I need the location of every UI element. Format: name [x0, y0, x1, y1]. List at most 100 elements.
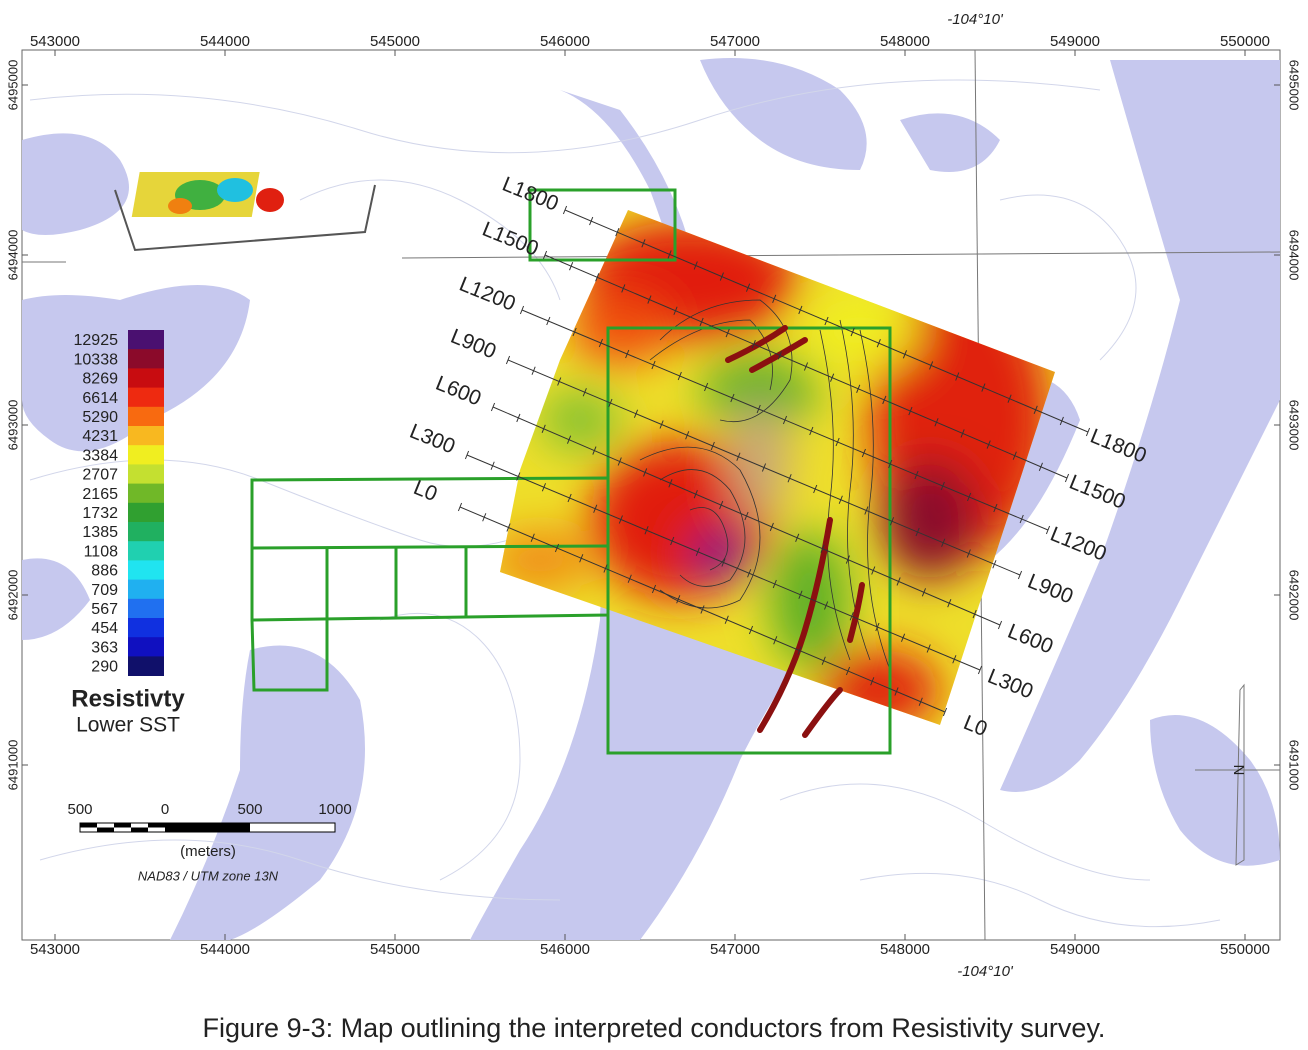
- station-tick: [850, 327, 855, 337]
- station-tick: [888, 459, 893, 469]
- station-tick: [579, 554, 584, 563]
- station-tick: [809, 426, 814, 436]
- station-tick: [972, 609, 977, 619]
- conductors: [725, 325, 865, 738]
- station-tick: [849, 612, 854, 621]
- station-tick: [670, 536, 675, 546]
- station-tick: [695, 547, 700, 556]
- station-tick: [721, 558, 726, 567]
- lake: [700, 58, 1000, 172]
- station-tick: [621, 284, 626, 293]
- station-tick: [1038, 462, 1043, 472]
- lake: [967, 375, 1280, 866]
- legend-swatch: [128, 387, 164, 408]
- legend-swatch: [128, 579, 164, 600]
- station-tick: [1007, 394, 1012, 403]
- station-tick: [541, 483, 547, 492]
- station-tick: [1017, 570, 1023, 580]
- station-tick: [960, 429, 965, 438]
- station-tick: [918, 697, 923, 706]
- y-tick-label: 6493000: [1287, 400, 1302, 451]
- y-tick-label: 6494000: [5, 230, 20, 281]
- station-tick: [566, 435, 572, 444]
- station-tick: [618, 515, 623, 524]
- station-tick: [798, 305, 803, 315]
- station-tick: [902, 350, 908, 359]
- station-tick: [724, 615, 729, 624]
- x-tick-label: 544000: [200, 941, 250, 958]
- legend-value: 709: [91, 582, 118, 599]
- x-tick-label: 546000: [540, 941, 590, 958]
- station-tick: [875, 622, 880, 632]
- x-tick-label: 549000: [1050, 941, 1100, 958]
- station-tick: [546, 316, 551, 326]
- station-tick: [856, 384, 861, 393]
- lake: [22, 558, 365, 940]
- station-tick: [557, 377, 562, 386]
- station-tick: [643, 468, 648, 477]
- legend-swatch: [128, 445, 164, 465]
- station-tick: [1012, 451, 1017, 460]
- station-tick: [667, 250, 672, 259]
- station-tick: [625, 349, 630, 359]
- x-tick-label: 547000: [710, 33, 760, 50]
- station-tick: [787, 474, 792, 483]
- station-tick: [997, 620, 1003, 630]
- station-tick: [993, 503, 998, 513]
- station-tick: [744, 511, 749, 521]
- station-tick: [824, 316, 829, 326]
- x-tick-label: 550000: [1220, 941, 1270, 958]
- station-tick: [1085, 427, 1091, 437]
- station-tick: [592, 446, 597, 455]
- station-tick: [813, 484, 818, 494]
- station-tick: [506, 523, 511, 532]
- labels: -104°10' -104°10' Figure 9-3: Map outlin…: [5, 11, 1301, 1043]
- y-tick-label: 6495000: [5, 60, 20, 111]
- scale-bar-segment: [114, 823, 131, 828]
- scale-label: 1000: [318, 801, 351, 818]
- station-tick: [876, 339, 881, 348]
- station-tick: [677, 371, 682, 381]
- x-tick-label: 545000: [370, 33, 420, 50]
- station-tick: [516, 413, 521, 423]
- station-tick: [542, 250, 548, 260]
- station-tick: [530, 533, 535, 542]
- station-tick: [554, 543, 560, 553]
- station-tick: [659, 420, 664, 429]
- station-tick: [710, 441, 715, 451]
- legend-value: 4231: [82, 428, 118, 445]
- x-tick-label: 544000: [200, 33, 250, 50]
- scale-bar-segment: [97, 827, 114, 832]
- legend-swatch: [128, 483, 164, 504]
- legend-value: 8269: [82, 371, 118, 388]
- station-tick: [955, 372, 960, 381]
- legend-value: 2165: [82, 486, 118, 503]
- station-tick: [889, 517, 895, 526]
- parallel-line: [401, 251, 1280, 259]
- station-tick: [693, 490, 698, 499]
- station-tick: [569, 261, 574, 271]
- station-tick: [966, 549, 971, 558]
- station-tick: [633, 409, 639, 418]
- station-tick: [992, 560, 997, 569]
- y-tick-label: 6491000: [5, 740, 20, 791]
- station-tick: [598, 338, 603, 348]
- station-tick: [845, 666, 851, 676]
- station-tick: [541, 424, 546, 433]
- station-tick: [769, 522, 774, 532]
- x-tick-label: 545000: [370, 941, 420, 958]
- station-tick: [748, 625, 754, 635]
- legend-swatch: [128, 637, 164, 657]
- legend-swatch: [128, 502, 164, 523]
- station-tick: [562, 205, 568, 215]
- station-tick: [595, 273, 600, 282]
- legend-swatch: [128, 349, 164, 369]
- station-tick: [519, 305, 525, 315]
- station-tick: [693, 261, 698, 270]
- station-tick: [929, 361, 934, 370]
- station-tick: [641, 239, 646, 248]
- station-tick: [947, 599, 952, 608]
- station-tick: [940, 481, 945, 491]
- y-tick-label: 6492000: [1287, 570, 1302, 621]
